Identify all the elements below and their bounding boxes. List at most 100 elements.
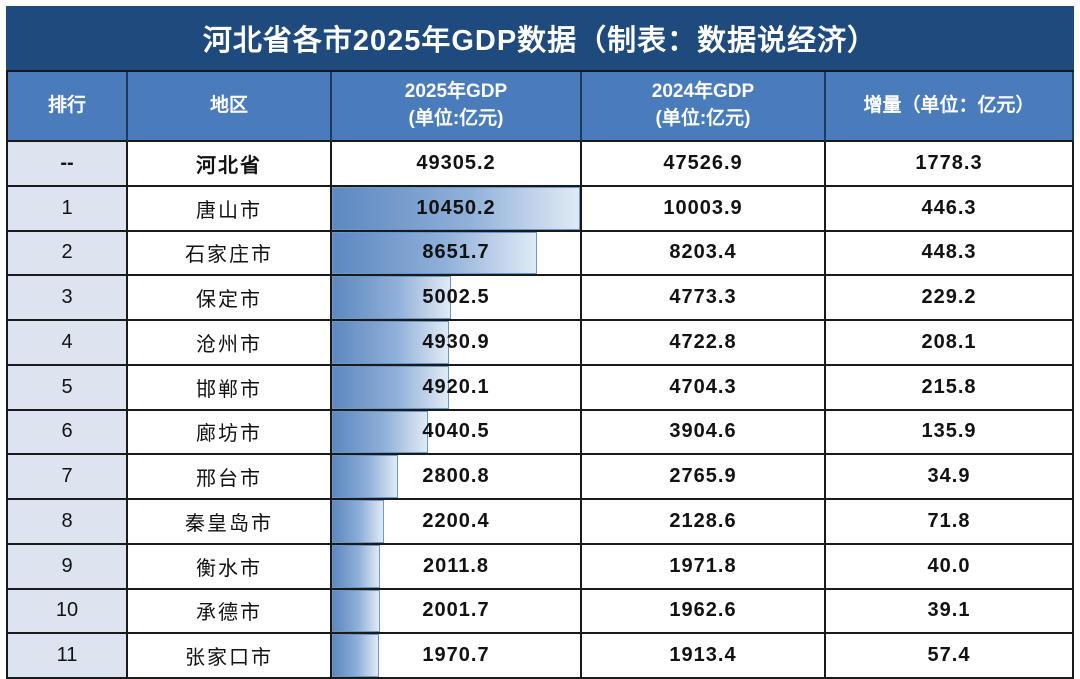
gdp2025-cell: 4930.9: [332, 321, 582, 366]
increase-cell: 39.1: [826, 589, 1074, 635]
gdp2025-value: 4920.1: [422, 375, 490, 398]
gdp2025-cell: 1970.7: [332, 634, 582, 679]
region-cell: 沧州市: [128, 321, 332, 366]
column-header-sublabel: (单位:亿元): [655, 108, 751, 129]
gdp2024-value: 4722.8: [669, 330, 737, 353]
gdp2024-cell: 1962.6: [582, 589, 826, 635]
gdp2024-cell: 4704.3: [582, 365, 826, 411]
gdp-data-bar: [332, 231, 538, 275]
region-cell: 衡水市: [128, 544, 332, 590]
region-cell: 石家庄市: [128, 231, 332, 277]
increase-value: 208.1: [921, 330, 977, 353]
gdp2025-cell: 2001.7: [332, 589, 582, 635]
gdp2025-cell: 2200.4: [332, 500, 582, 545]
region-value: 河北省: [196, 152, 262, 177]
gdp2025-cell: 49305.2: [332, 142, 582, 187]
gdp2024-cell: 1971.8: [582, 544, 826, 590]
gdp2025-value: 2001.7: [422, 599, 490, 622]
rank-value: 4: [61, 330, 73, 353]
column-header-label: 排行: [47, 94, 86, 116]
gdp2025-cell: 4920.1: [332, 365, 582, 411]
rank-value: --: [60, 151, 74, 174]
gdp2025-cell: 10450.2: [332, 186, 582, 232]
increase-value: 57.4: [927, 644, 971, 667]
rank-cell: 11: [8, 634, 128, 679]
gdp2024-value: 10003.9: [663, 196, 743, 219]
increase-cell: 448.3: [826, 231, 1074, 277]
gdp2025-value: 49305.2: [416, 151, 496, 174]
gdp-data-bar: [332, 500, 385, 543]
increase-value: 446.3: [921, 196, 977, 219]
rank-value: 6: [61, 420, 73, 443]
gdp2025-value: 5002.5: [422, 286, 490, 309]
gdp2024-value: 4704.3: [669, 375, 737, 398]
increase-cell: 446.3: [826, 186, 1074, 232]
region-value: 保定市: [196, 287, 262, 312]
increase-cell: 40.0: [826, 544, 1074, 590]
rank-cell: 8: [8, 500, 128, 545]
column-header-label: 增量（单位：亿元）: [863, 94, 1035, 116]
gdp2024-cell: 47526.9: [582, 142, 826, 187]
rank-value: 9: [61, 554, 73, 577]
column-header-label: 2025年GDP: [404, 81, 508, 103]
gdp2024-cell: 4722.8: [582, 321, 826, 366]
region-cell: 秦皇岛市: [128, 500, 332, 545]
increase-cell: 1778.3: [826, 142, 1074, 187]
increase-cell: 208.1: [826, 321, 1074, 366]
title-bar: 河北省各市2025年GDP数据（制表：数据说经济）: [6, 6, 1074, 70]
region-value: 邯郸市: [196, 376, 262, 401]
increase-value: 215.8: [921, 375, 977, 398]
column-header-region: 地区: [128, 72, 332, 142]
region-value: 沧州市: [196, 331, 262, 356]
region-value: 秦皇岛市: [185, 510, 273, 535]
gdp2024-value: 2128.6: [669, 509, 737, 532]
gdp2025-cell: 5002.5: [332, 276, 582, 321]
rank-value: 5: [61, 375, 73, 398]
rank-value: 11: [56, 644, 78, 667]
rank-value: 8: [61, 509, 73, 532]
increase-value: 34.9: [927, 465, 971, 488]
rank-cell: 6: [8, 410, 128, 456]
region-cell: 廊坊市: [128, 410, 332, 456]
rank-value: 10: [55, 599, 79, 622]
gdp-data-bar: [332, 186, 580, 230]
gdp2025-value: 2800.8: [422, 465, 490, 488]
region-value: 唐山市: [196, 197, 262, 222]
gdp2024-value: 1913.4: [669, 644, 737, 667]
increase-value: 71.8: [927, 509, 971, 532]
gdp2025-cell: 4040.5: [332, 410, 582, 456]
rank-value: 2: [61, 241, 73, 264]
increase-value: 448.3: [921, 241, 977, 264]
region-cell: 承德市: [128, 589, 332, 635]
gdp-data-bar: [332, 410, 428, 454]
rank-value: 3: [61, 286, 73, 309]
increase-cell: 135.9: [826, 410, 1074, 456]
gdp2024-cell: 1913.4: [582, 634, 826, 679]
gdp2024-cell: 8203.4: [582, 231, 826, 277]
column-header-sublabel: (单位:亿元): [408, 108, 504, 129]
region-cell: 唐山市: [128, 186, 332, 232]
column-header-rank: 排行: [8, 72, 128, 142]
increase-cell: 215.8: [826, 365, 1074, 411]
rank-cell: --: [8, 142, 128, 187]
gdp2024-value: 1971.8: [669, 554, 737, 577]
gdp2025-value: 8651.7: [422, 241, 490, 264]
increase-cell: 71.8: [826, 500, 1074, 545]
region-cell: 邯郸市: [128, 365, 332, 411]
column-header-gdp2024: 2024年GDP (单位:亿元): [582, 72, 826, 142]
region-value: 衡水市: [196, 555, 262, 580]
rank-cell: 5: [8, 365, 128, 411]
rank-cell: 2: [8, 231, 128, 277]
gdp2024-value: 3904.6: [669, 420, 737, 443]
region-value: 张家口市: [185, 645, 273, 670]
rank-cell: 7: [8, 455, 128, 500]
gdp2024-cell: 10003.9: [582, 186, 826, 232]
column-header-label: 地区: [209, 94, 248, 116]
region-value: 邢台市: [196, 466, 262, 491]
gdp-data-bar: [332, 321, 450, 364]
column-header-gdp2025: 2025年GDP (单位:亿元): [332, 72, 582, 142]
gdp-data-bar: [332, 589, 380, 633]
increase-value: 39.1: [927, 599, 971, 622]
gdp-data-bar: [332, 365, 449, 409]
